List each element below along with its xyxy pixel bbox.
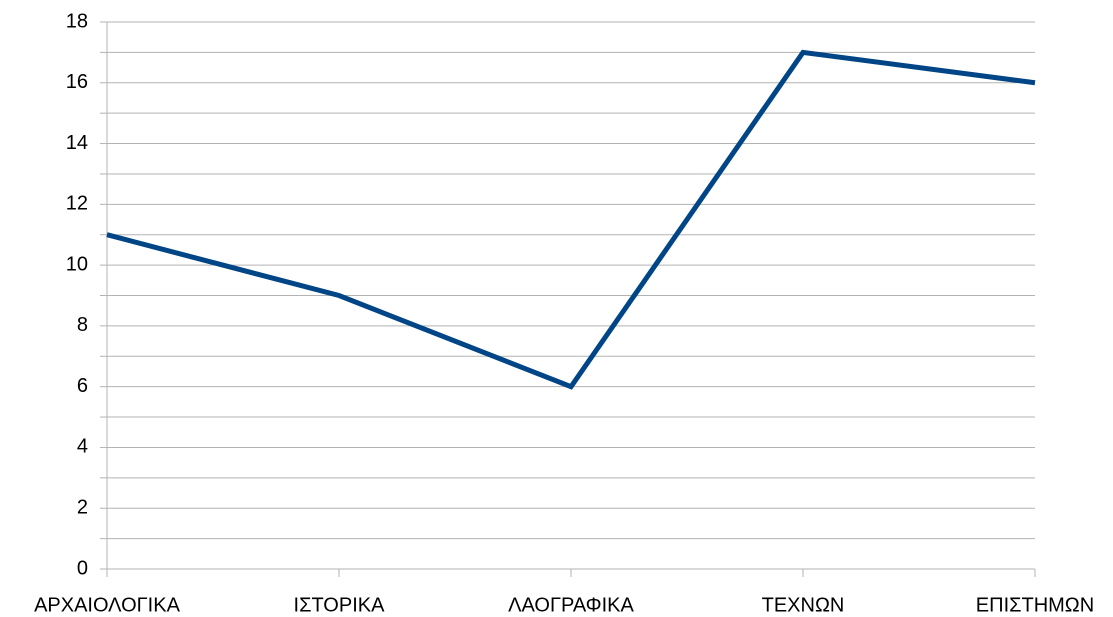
y-tick-label: 14 — [66, 132, 88, 154]
y-tick-label: 8 — [77, 314, 88, 336]
x-tick-label: ΤΕΧΝΩΝ — [762, 594, 845, 616]
x-tick-label: ΑΡΧΑΙΟΛΟΓΙΚΑ — [34, 594, 181, 616]
y-tick-label: 18 — [66, 10, 88, 32]
y-tick-label: 6 — [77, 375, 88, 397]
x-tick-label: ΕΠΙΣΤΗΜΩΝ — [976, 594, 1094, 616]
y-tick-label: 4 — [77, 436, 88, 458]
y-tick-label: 2 — [77, 497, 88, 519]
y-tick-label: 16 — [66, 71, 88, 93]
x-tick-label: ΛΑΟΓΡΑΦΙΚΑ — [508, 594, 634, 616]
data-line — [106, 49, 1036, 390]
y-tick-label: 12 — [66, 193, 88, 215]
y-tick-label: 10 — [66, 253, 88, 275]
y-tick-label: 0 — [77, 557, 88, 579]
x-tick-label: ΙΣΤΟΡΙΚΑ — [294, 594, 386, 616]
